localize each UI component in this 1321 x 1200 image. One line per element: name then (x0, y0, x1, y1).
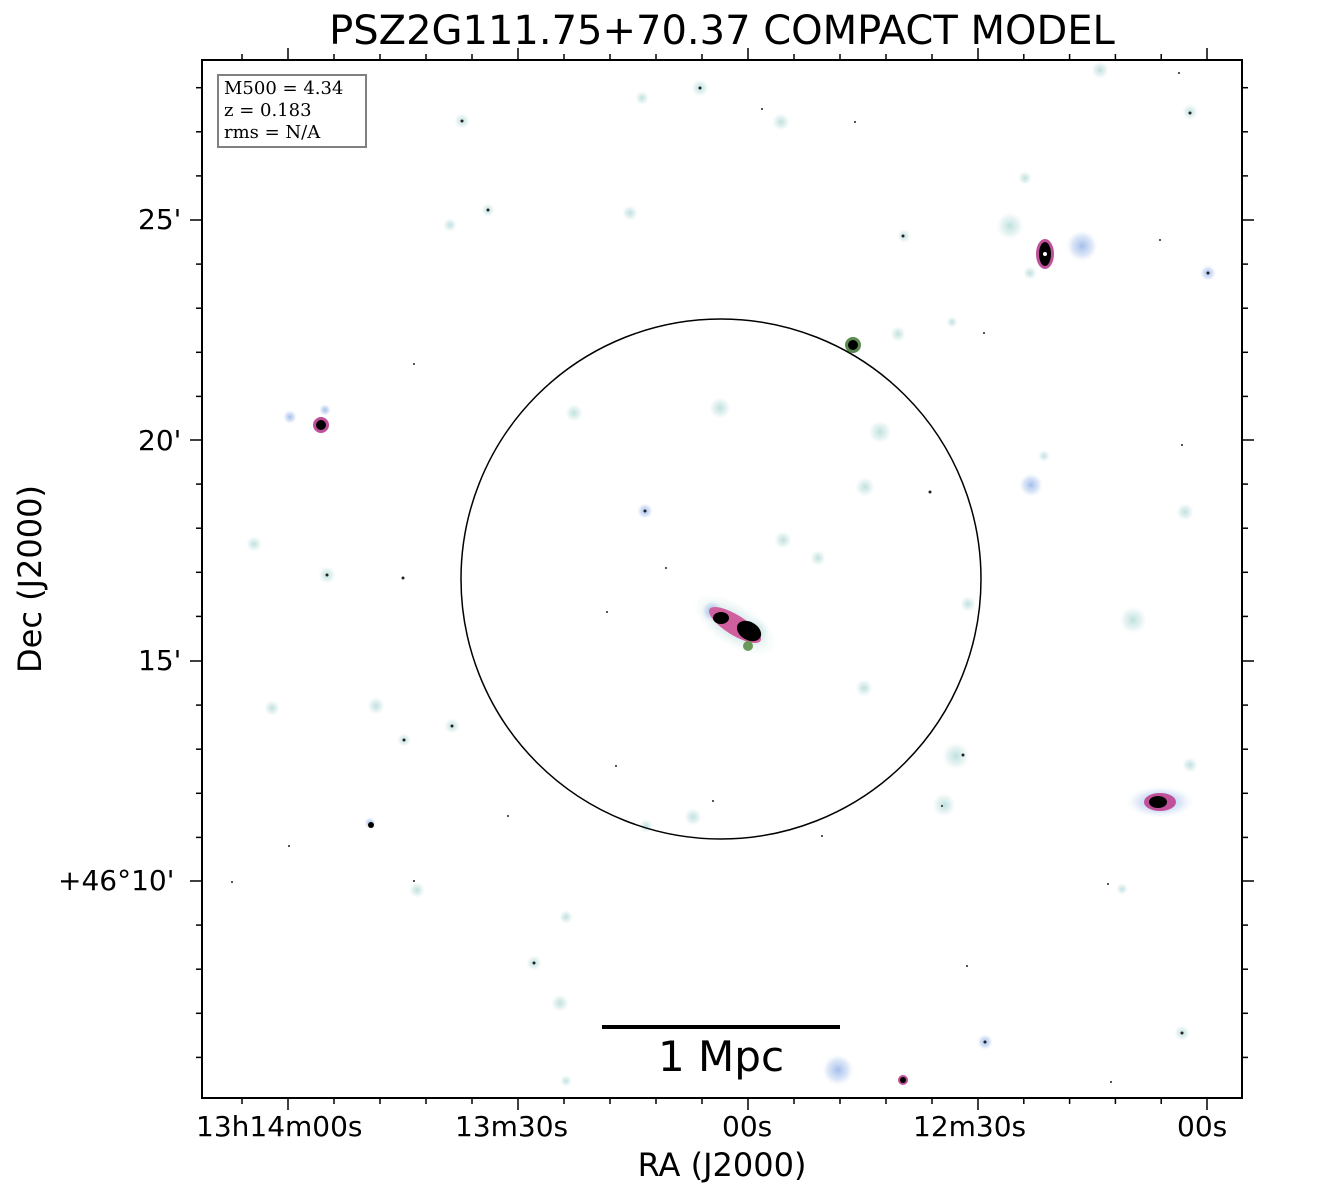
y-tick-label: 20' (138, 424, 182, 457)
y-axis-label: Dec (J2000) (11, 485, 49, 673)
scale-bar-label: 1 Mpc (657, 1032, 785, 1081)
background-noise (231, 72, 1210, 1083)
redshift-label: z = 0.183 (224, 100, 312, 121)
x-tick-label: 13h14m00s (196, 1110, 363, 1143)
x-axis-label: RA (J2000) (637, 1146, 807, 1184)
y-tick-label: 25' (138, 203, 182, 236)
x-tick-label: 00s (722, 1110, 773, 1143)
x-tick-label: 13m30s (455, 1110, 569, 1143)
image-area (202, 60, 1242, 1098)
source-field (246, 61, 1216, 1087)
y-tick-label: +46°10' (58, 864, 175, 897)
r500-circle (460, 318, 982, 840)
mass-label: M500 = 4.34 (224, 78, 344, 99)
info-box: M500 = 4.34 z = 0.183 rms = N/A (217, 74, 367, 148)
figure-title: PSZ2G111.75+70.37 COMPACT MODEL (329, 8, 1115, 54)
y-tick-label: 15' (138, 644, 182, 677)
rms-label: rms = N/A (224, 122, 321, 143)
x-tick-label: 12m30s (913, 1110, 1027, 1143)
axis-ticks (190, 48, 1254, 1110)
axes-frame (201, 59, 1243, 1099)
x-tick-label: 00s (1177, 1110, 1228, 1143)
